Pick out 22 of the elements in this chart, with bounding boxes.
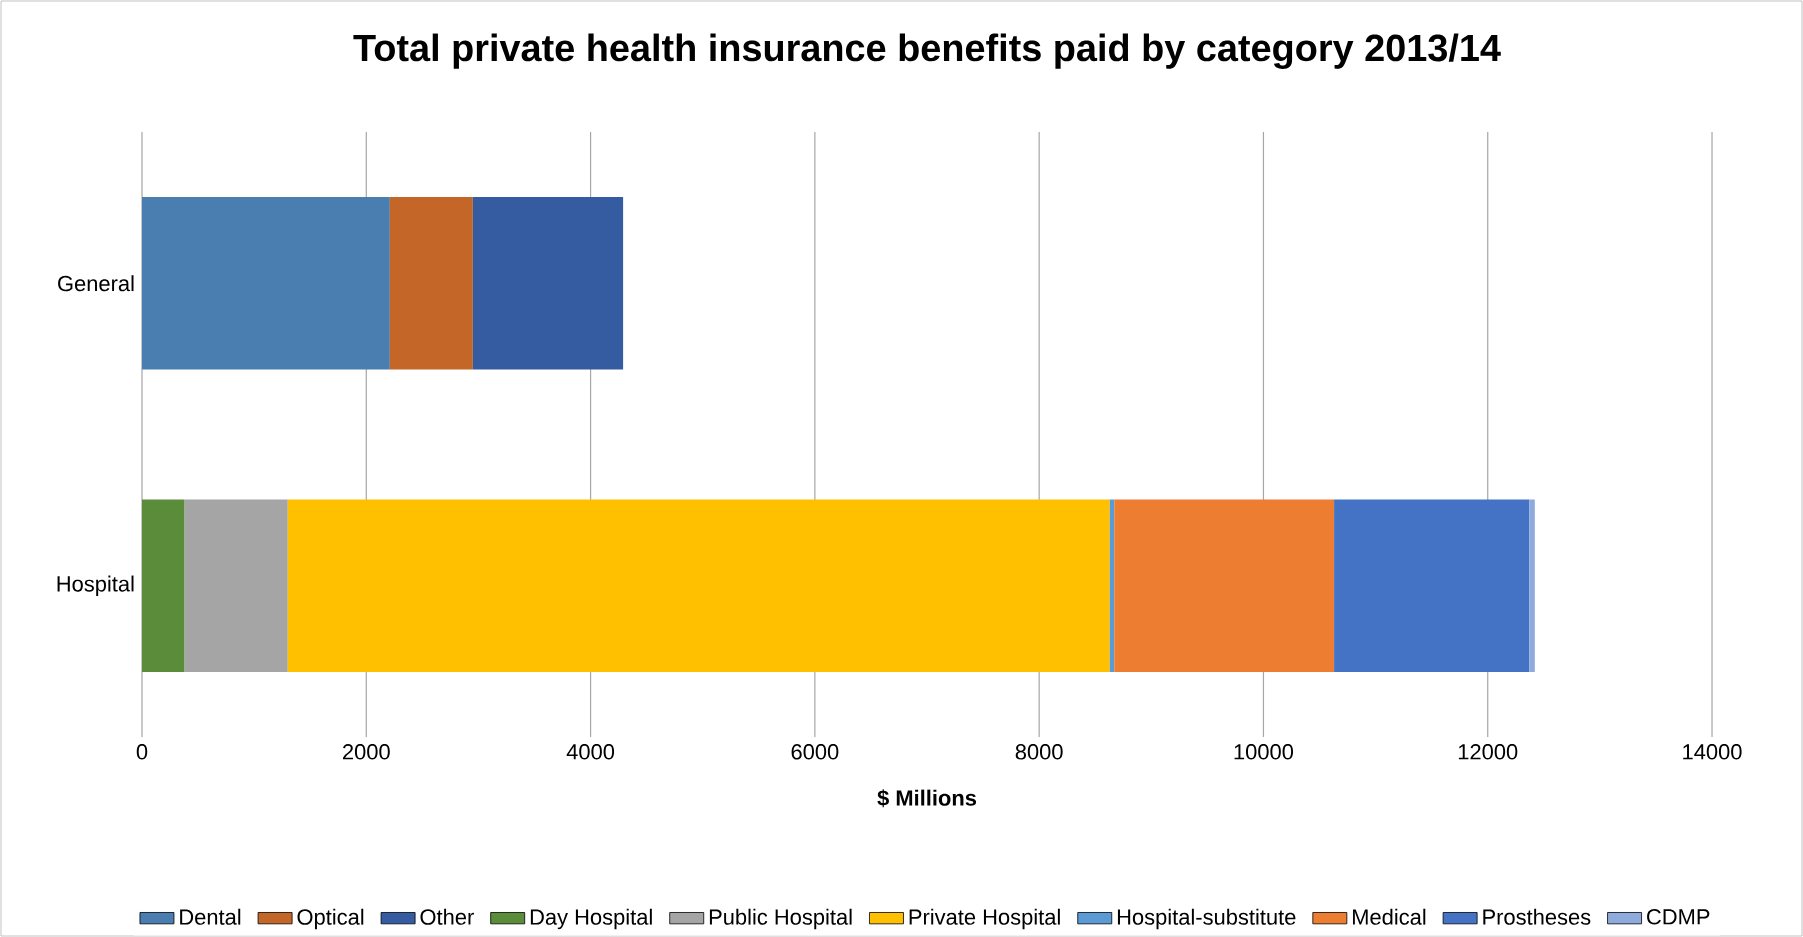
legend-label: Day Hospital [530,908,652,930]
x-tick-label: 10000 [1234,744,1294,760]
x-tick-label: 12000 [1458,744,1518,760]
chart-title: Total private health insurance benefits paid by category 2013/14 [353,33,1501,70]
legend-label: Optical [297,908,364,930]
x-tick-label: 4000 [566,744,615,760]
x-axis-title: $ Millions [877,789,977,808]
y-tick-label: General [58,275,134,292]
legend-label: Medical [1353,908,1426,925]
legend-label: Other [420,908,474,925]
x-tick-label: 2000 [343,744,390,760]
legend-label: Private Hospital [909,908,1060,930]
legend-label: Prostheses [1483,908,1591,925]
x-tick-label: 0 [136,744,148,760]
legend-label: CDMP [1647,909,1710,925]
y-tick-label: Hospital [57,575,134,596]
x-tick-label: 14000 [1683,744,1742,760]
legend-label: Dental [180,908,241,925]
legend-label: Hospital-substitute [1117,908,1296,930]
x-tick-label: 8000 [1015,744,1063,760]
x-tick-label: 6000 [791,744,839,760]
legend-label: Public Hospital [709,908,852,930]
